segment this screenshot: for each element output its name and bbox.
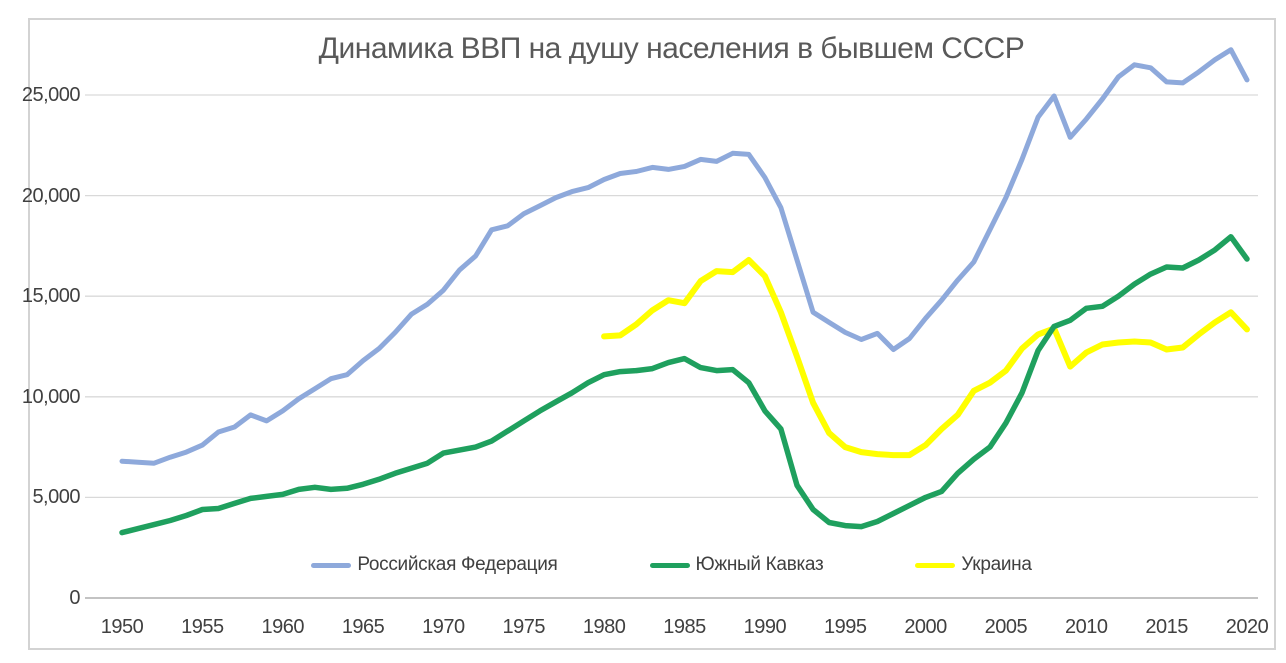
y-tick-label: 5,000: [32, 486, 80, 509]
x-tick-label: 2015: [1145, 616, 1188, 638]
chart-frame: [28, 18, 1276, 650]
x-tick-label: 1965: [341, 616, 385, 638]
legend-marker-icon: [311, 562, 352, 568]
x-tick-label: 1955: [181, 616, 224, 638]
x-tick-label: 1985: [663, 616, 706, 638]
legend-label: Российская Федерация: [357, 554, 558, 575]
x-tick-label: 1980: [582, 616, 626, 638]
y-tick-label: 20,000: [21, 184, 81, 207]
y-tick-label: 15,000: [21, 285, 81, 308]
y-tick-label: 10,000: [21, 385, 81, 408]
x-tick-label: 2005: [984, 616, 1028, 638]
y-tick-label: 0: [69, 587, 80, 609]
x-tick-label: 1995: [823, 616, 867, 638]
series-line-1: [119, 47, 1250, 466]
x-tick-label: 1960: [261, 616, 304, 638]
y-tick-label: 25,000: [21, 84, 81, 106]
legend-label: Южный Кавказ: [695, 554, 824, 575]
x-tick-label: 1975: [502, 616, 546, 638]
legend-marker-icon: [915, 562, 956, 568]
x-tick-label: 2010: [1065, 616, 1108, 638]
x-tick-label: 1990: [743, 616, 787, 638]
legend: Российская Федерация Южный Кавказ Украина: [85, 549, 1258, 581]
x-tick-label: 1970: [422, 616, 465, 638]
legend-item-1: Российская Федерация: [311, 554, 558, 576]
legend-marker-icon: [649, 562, 690, 568]
series-line-2: [119, 234, 1250, 536]
series-line-3: [601, 257, 1250, 459]
legend-label: Украина: [961, 554, 1032, 575]
x-tick-label: 2020: [1225, 616, 1269, 638]
x-tick-label: 1950: [100, 616, 144, 638]
legend-item-2: Южный Кавказ: [649, 554, 824, 576]
x-tick-label: 2000: [904, 616, 947, 638]
chart-title: Динамика ВВП на душу населения в бывшем …: [318, 32, 1025, 65]
legend-item-3: Украина: [915, 554, 1032, 576]
